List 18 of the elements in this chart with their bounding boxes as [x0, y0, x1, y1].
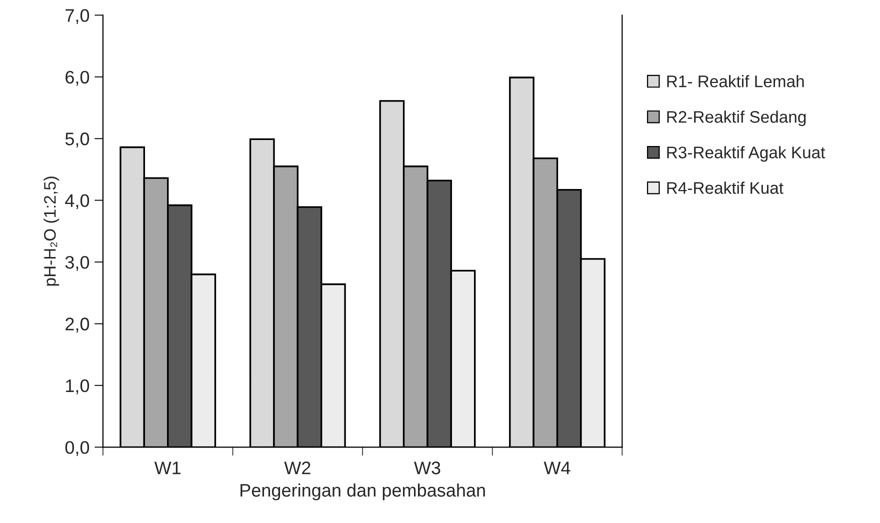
x-tick-label: W4 [544, 462, 570, 474]
x-tick-label: W2 [284, 462, 310, 474]
y-tick-label: 3,0 [65, 256, 90, 271]
x-axis-title: Pengeringan dan pembasahan [240, 483, 485, 500]
legend-label: R4-Reaktif Kuat [667, 182, 784, 194]
y-tick-label: 7,0 [66, 9, 90, 24]
x-tick-label: W3 [414, 462, 440, 474]
y-tick-label: 4,0 [65, 194, 90, 210]
legend-label: R1- Reaktif Lemah [667, 75, 804, 88]
y-axis-title: pH-H₂O (1:2,5) [44, 176, 60, 286]
legend-label: R2-Reaktif Sedang [667, 110, 806, 126]
y-tick-label: 0,0 [65, 441, 90, 456]
y-tick-label: 5,0 [65, 132, 90, 148]
x-tick-label: W1 [154, 462, 181, 474]
y-tick-label: 1,0 [66, 379, 90, 394]
y-tick-label: 2,0 [66, 318, 90, 333]
legend-label: R3-Reaktif Agak Kuat [667, 146, 826, 162]
y-tick-label: 6,0 [66, 70, 90, 86]
